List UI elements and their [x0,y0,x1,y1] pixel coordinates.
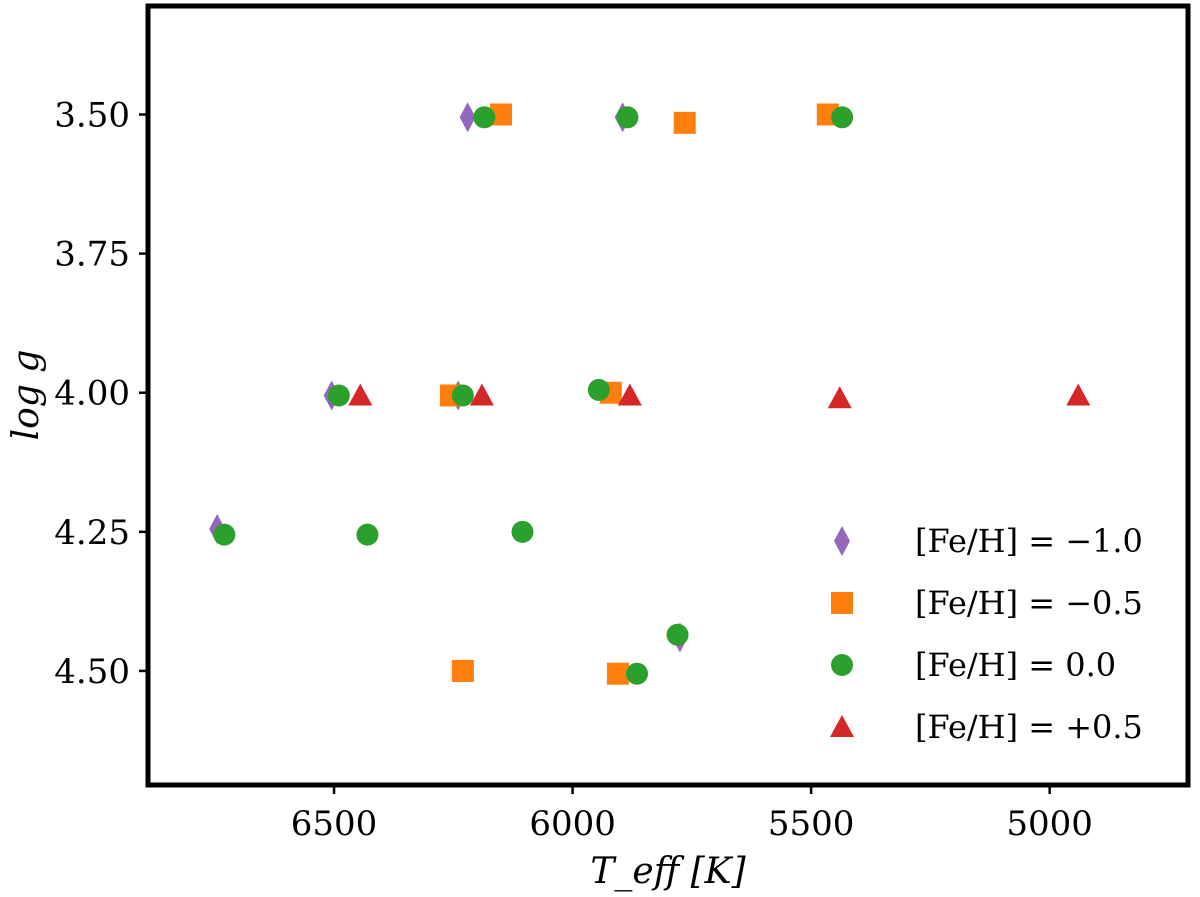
legend-label: [Fe/H] = +0.5 [915,708,1143,746]
data-point-triangle-4 [1066,383,1091,406]
data-point-circle-4 [451,384,474,407]
data-point-square-1 [673,111,696,134]
y-tick-label: 4.50 [54,652,130,692]
data-point-square-0 [490,103,513,126]
data-point-circle-2 [831,106,854,129]
y-axis-ticks: 3.50 3.75 4.00 4.25 4.50 [54,96,148,692]
data-point-triangle-0 [348,383,373,406]
data-point-circle-9 [666,623,689,646]
data-marks [209,102,1091,685]
data-point-circle-10 [625,662,648,685]
y-tick-label: 3.50 [54,96,130,136]
y-tick-label: 4.00 [54,374,130,414]
legend-marker-triangle [830,715,854,737]
legend-marker-diamond [834,526,850,556]
x-tick-label: 6500 [291,804,378,844]
legend: [Fe/H] = −1.0 [Fe/H] = −0.5 [Fe/H] = 0.0 [F… [830,522,1143,746]
x-axis-ticks: 6500 6000 5500 5000 [291,785,1093,844]
data-point-circle-7 [356,523,379,546]
data-point-circle-3 [327,384,350,407]
plot-frame [145,3,1191,788]
data-point-triangle-1 [469,383,494,406]
data-point-circle-0 [473,106,496,129]
legend-marker-circle [831,654,853,676]
legend-label: [Fe/H] = −1.0 [915,522,1143,560]
data-point-circle-5 [587,378,610,401]
data-point-circle-6 [213,523,236,546]
y-tick-label: 3.75 [54,235,130,275]
x-axis-label: T_eff [K] [590,851,746,892]
x-tick-label: 6000 [529,804,616,844]
data-point-circle-8 [511,520,534,543]
data-point-triangle-3 [827,386,852,409]
data-point-diamond-0 [459,102,476,133]
data-point-triangle-2 [617,383,642,406]
legend-marker-square [831,592,853,614]
x-tick-label: 5000 [1006,804,1093,844]
data-point-square-5 [451,659,474,682]
legend-label: [Fe/H] = 0.0 [915,646,1116,684]
y-tick-label: 4.25 [54,513,130,553]
data-point-square-6 [606,662,629,685]
legend-label: [Fe/H] = −0.5 [915,584,1143,622]
data-point-circle-1 [616,106,639,129]
y-axis-label: log g [6,350,47,441]
x-tick-label: 5500 [768,804,855,844]
